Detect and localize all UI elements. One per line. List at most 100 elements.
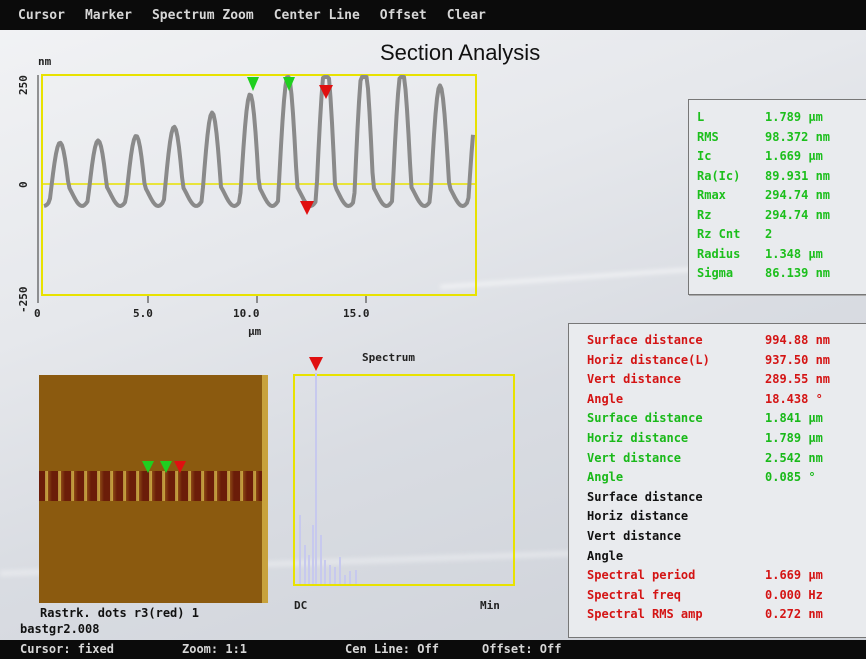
measurement-row: Spectral period 1.669 µm	[587, 566, 866, 586]
image-green-marker-2[interactable]	[160, 461, 172, 473]
stats-value: 86.139 nm	[765, 266, 831, 280]
stats-label: RMS	[697, 129, 719, 144]
measurement-value: 18.438 °	[765, 391, 823, 406]
x-axis-ticks	[37, 295, 367, 303]
spectrum-plot[interactable]: Spectrum DC Min	[280, 345, 530, 620]
measurement-row: Spectral freq 0.000 Hz	[587, 586, 866, 606]
measurement-label: Spectral freq	[587, 587, 681, 602]
stats-row: Rz Cnt 2	[697, 225, 866, 245]
measurement-value: 0.085 °	[765, 470, 816, 485]
spectrum-bars	[299, 373, 357, 584]
image-green-marker-1[interactable]	[142, 461, 154, 473]
measurement-value: 0.000 Hz	[765, 587, 823, 602]
stats-label: Rmax	[697, 188, 726, 202]
roughness-stats-panel: L 1.789 µm RMS 98.372 nm Ic 1.669 µm Ra(Ic) 89.…	[688, 99, 866, 295]
menu-item-offset[interactable]: Offset	[379, 7, 427, 23]
measurement-row: Surface distance	[587, 488, 866, 508]
stats-label: Sigma	[697, 266, 734, 280]
status-bar: Cursor: fixed Zoom: 1:1 Cen Line: Off Of…	[0, 640, 866, 659]
status-offset: Offset: Off	[482, 642, 562, 656]
measurement-value: 0.272 nm	[765, 607, 823, 622]
menu-bar: Cursor Marker Spectrum Zoom Center Line …	[0, 0, 866, 30]
stats-label: Ic	[697, 149, 712, 163]
stats-row: Sigma 86.139 nm	[697, 264, 866, 284]
status-center-line: Cen Line: Off	[345, 642, 439, 656]
measurement-label: Surface distance	[587, 489, 703, 504]
measurement-value: 2.542 nm	[765, 450, 823, 465]
spectrum-marker[interactable]	[309, 357, 323, 371]
x-unit-label: µm	[248, 325, 262, 338]
stats-value: 2	[765, 227, 773, 241]
measurement-value: 1.789 µm	[765, 430, 823, 445]
measurement-label: Angle	[587, 470, 624, 485]
measurement-row: Horiz distance(L) 937.50 nm	[587, 351, 866, 371]
stats-label: Rz Cnt	[697, 227, 741, 241]
status-cursor: Cursor: fixed	[20, 642, 114, 656]
image-red-marker[interactable]	[174, 461, 186, 473]
measurement-row: Angle 18.438 °	[587, 390, 866, 410]
measurement-label: Surface distance	[587, 333, 703, 347]
measurement-row: Surface distance 994.88 nm	[587, 331, 866, 351]
stats-value: 294.74 nm	[765, 188, 831, 202]
profile-trace	[43, 75, 475, 208]
stats-row: Ra(Ic) 89.931 nm	[697, 167, 866, 187]
measurement-row: Horiz distance 1.789 µm	[587, 429, 866, 449]
x-tick-10: 10.0	[233, 307, 260, 320]
x-tick-15: 15.0	[343, 307, 370, 320]
stats-value: 98.372 nm	[765, 129, 831, 144]
stats-value: 1.789 µm	[765, 110, 823, 124]
measurement-row: Vert distance	[587, 527, 866, 547]
measurement-row: Spectral RMS amp 0.272 nm	[587, 605, 866, 625]
stats-value: 1.348 µm	[765, 246, 823, 261]
stats-value: 294.74 nm	[765, 207, 831, 222]
spectrum-x-left: DC	[294, 599, 307, 612]
x-tick-5: 5.0	[133, 307, 153, 320]
stats-row: Ic 1.669 µm	[697, 147, 866, 167]
red-marker-bottom[interactable]	[300, 201, 314, 215]
menu-item-marker[interactable]: Marker	[84, 7, 132, 23]
green-marker-2[interactable]	[283, 77, 295, 91]
afm-image-panel[interactable]	[39, 375, 268, 603]
measurement-panel: Surface distance 994.88 nm Horiz distance(…	[568, 323, 866, 638]
measurement-label: Angle	[587, 391, 624, 406]
measurement-label: Spectral RMS amp	[587, 607, 703, 622]
stats-row: Rz 294.74 nm	[697, 206, 866, 226]
menu-item-clear[interactable]: Clear	[446, 7, 486, 23]
stats-label: L	[697, 110, 705, 124]
y-tick-top: 250	[17, 75, 30, 95]
measurement-row: Vert distance 2.542 nm	[587, 449, 866, 469]
profile-frame	[41, 74, 477, 296]
measurement-label: Angle	[587, 548, 624, 563]
menu-item-cursor[interactable]: Cursor	[18, 7, 65, 23]
stats-row: Rmax 294.74 nm	[697, 186, 866, 206]
stats-row: L 1.789 µm	[697, 108, 866, 128]
spectrum-frame	[293, 374, 515, 586]
measurement-label: Spectral period	[587, 568, 696, 583]
image-caption: Rastrk. dots r3(red) 1	[40, 606, 199, 620]
menu-item-spectrum-zoom[interactable]: Spectrum Zoom	[151, 7, 254, 23]
y-unit-label: nm	[38, 55, 52, 68]
measurement-row: Horiz distance	[587, 507, 866, 527]
measurement-label: Vert distance	[587, 450, 681, 465]
section-profile-plot[interactable]: nm 250 0 -250 0 5.0 10.0 15.0 µm	[0, 55, 490, 345]
red-marker-top[interactable]	[319, 85, 333, 99]
measurement-row: Surface distance 1.841 µm	[587, 409, 866, 429]
spectrum-x-right: Min	[480, 599, 500, 612]
status-zoom: Zoom: 1:1	[182, 642, 248, 656]
measurement-label: Horiz distance	[587, 509, 689, 524]
measurement-label: Horiz distance	[587, 430, 689, 445]
measurement-label: Vert distance	[587, 528, 681, 543]
menu-item-center-line[interactable]: Center Line	[273, 7, 360, 23]
green-marker-1[interactable]	[247, 77, 259, 91]
measurement-row: Vert distance 289.55 nm	[587, 370, 866, 390]
measurement-label: Horiz distance(L)	[587, 352, 710, 367]
stats-row: RMS 98.372 nm	[697, 128, 866, 148]
measurement-value: 994.88 nm	[765, 333, 831, 347]
measurement-label: Vert distance	[587, 372, 681, 387]
spectrum-title: Spectrum	[362, 351, 415, 364]
image-stripe-band	[39, 471, 262, 501]
measurement-value: 1.669 µm	[765, 568, 823, 583]
stats-row: Radius 1.348 µm	[697, 245, 866, 265]
measurement-label: Surface distance	[587, 411, 703, 426]
x-tick-0: 0	[34, 307, 41, 320]
